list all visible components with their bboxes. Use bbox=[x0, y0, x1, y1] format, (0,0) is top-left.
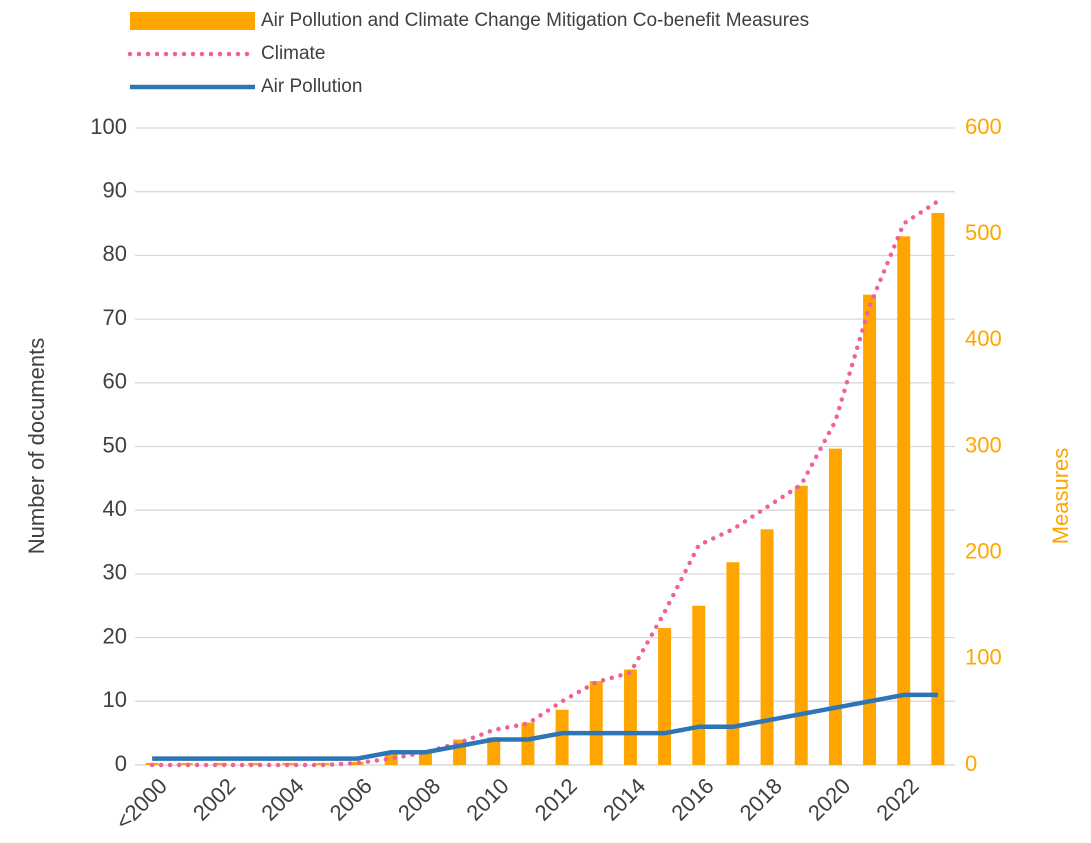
y2-tick-label: 300 bbox=[965, 432, 1002, 457]
x-tick-label: 2022 bbox=[871, 773, 923, 825]
bar bbox=[760, 529, 774, 765]
bar bbox=[863, 294, 877, 765]
bar bbox=[658, 628, 672, 765]
legend-swatch bbox=[130, 12, 255, 30]
x-tick-label: 2018 bbox=[735, 773, 787, 825]
bar bbox=[623, 669, 637, 765]
x-tick-label: 2020 bbox=[803, 773, 855, 825]
bar bbox=[794, 485, 808, 765]
legend-label: Air Pollution and Climate Change Mitigat… bbox=[261, 10, 809, 31]
line-series bbox=[152, 692, 938, 761]
y-tick-label: 90 bbox=[103, 178, 127, 203]
legend-label: Climate bbox=[261, 43, 325, 64]
bar bbox=[418, 752, 432, 765]
bar bbox=[248, 762, 262, 765]
y-tick-label: 10 bbox=[103, 687, 127, 712]
bar bbox=[213, 762, 227, 765]
x-tick-label: 2014 bbox=[598, 773, 650, 825]
y2-tick-label: 0 bbox=[965, 751, 977, 776]
y-tick-label: 0 bbox=[115, 751, 127, 776]
bar bbox=[555, 709, 569, 765]
x-tick-label: 2008 bbox=[393, 773, 445, 825]
x-tick-label: 2002 bbox=[188, 773, 240, 825]
x-tick-label: 2006 bbox=[325, 773, 377, 825]
bar bbox=[931, 212, 945, 765]
bar bbox=[521, 722, 535, 765]
bar bbox=[726, 562, 740, 765]
y-tick-label: 40 bbox=[103, 496, 127, 521]
y-tick-label: 70 bbox=[103, 305, 127, 330]
x-tick-label: 2010 bbox=[461, 773, 513, 825]
y-tick-label: 50 bbox=[103, 432, 127, 457]
y-tick-label: 30 bbox=[103, 560, 127, 585]
x-tick-label: 2004 bbox=[256, 773, 308, 825]
y2-axis-label: Measures bbox=[1048, 448, 1073, 545]
bar bbox=[828, 448, 842, 765]
bar bbox=[487, 737, 501, 765]
y-tick-label: 100 bbox=[90, 114, 127, 139]
y-tick-label: 60 bbox=[103, 369, 127, 394]
y-tick-label: 80 bbox=[103, 241, 127, 266]
x-tick-label: <2000 bbox=[111, 773, 172, 834]
y2-tick-label: 500 bbox=[965, 220, 1002, 245]
bar bbox=[897, 236, 911, 766]
line-series bbox=[149, 199, 941, 768]
x-tick-label: 2012 bbox=[530, 773, 582, 825]
bar bbox=[589, 681, 603, 765]
y2-tick-label: 200 bbox=[965, 538, 1002, 563]
y2-tick-label: 600 bbox=[965, 114, 1002, 139]
y2-tick-label: 400 bbox=[965, 326, 1002, 351]
y-axis-label: Number of documents bbox=[24, 338, 49, 554]
legend-label: Air Pollution bbox=[261, 76, 362, 97]
bar bbox=[384, 754, 398, 765]
y-tick-label: 20 bbox=[103, 623, 127, 648]
y2-tick-label: 100 bbox=[965, 645, 1002, 670]
x-tick-label: 2016 bbox=[666, 773, 718, 825]
bar bbox=[692, 605, 706, 765]
